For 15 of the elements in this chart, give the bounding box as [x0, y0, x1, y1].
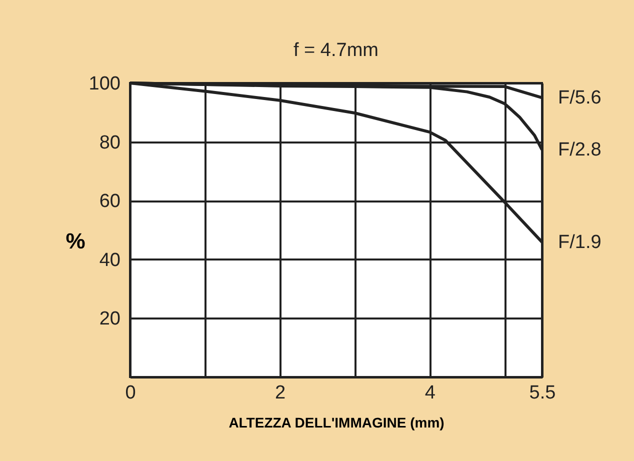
x-tick-label: 4: [424, 382, 436, 404]
series-label: F/1.9: [558, 232, 602, 254]
y-tick-label: 20: [99, 308, 120, 330]
y-tick-label: 80: [99, 132, 120, 154]
x-axis-title: ALTEZZA DELL'IMMAGINE (mm): [228, 414, 444, 430]
series-label: F/5.6: [558, 88, 602, 109]
y-tick-label: 40: [99, 250, 120, 271]
y-tick-label: 100: [88, 74, 120, 94]
y-axis-title: %: [66, 228, 86, 254]
chart-title: f = 4.7mm: [294, 40, 378, 61]
x-tick-label: 5.5: [529, 382, 556, 404]
x-tick-label: 0: [125, 382, 136, 404]
y-tick-label: 60: [99, 191, 120, 212]
series-label: F/2.8: [558, 140, 602, 161]
x-tick-label: 2: [275, 382, 286, 404]
